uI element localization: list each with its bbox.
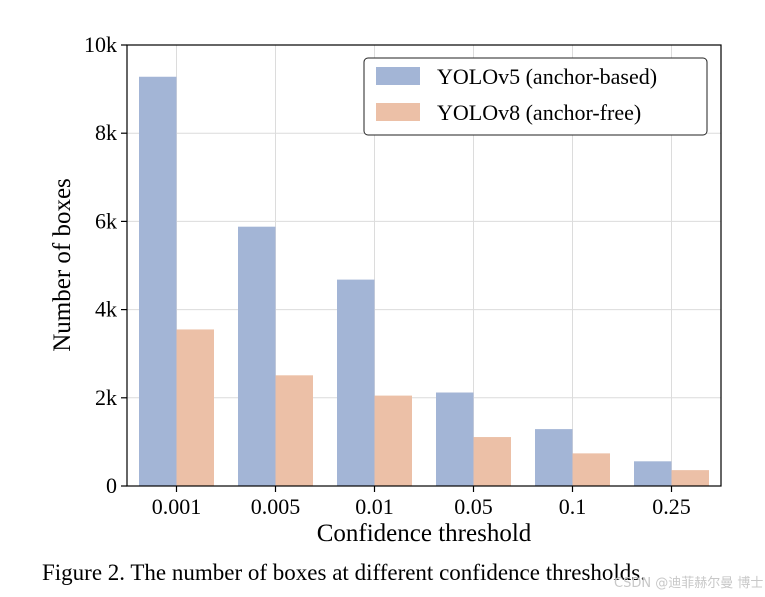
bars	[139, 76, 709, 486]
bar-yolov8-0_005	[275, 375, 313, 486]
y-tick-label: 6k	[95, 208, 117, 233]
legend-label-yolov8: YOLOv8 (anchor-free)	[437, 100, 641, 125]
bar-yolov8-0_1	[572, 453, 610, 486]
x-axis-title: Confidence threshold	[317, 520, 532, 547]
legend-swatch-yolov5	[376, 67, 420, 85]
plot-frame	[126, 44, 722, 487]
bar-yolov5-0_005	[238, 226, 276, 486]
bar-yolov5-0_001	[139, 76, 177, 486]
bar-yolov8-0_05	[473, 437, 511, 486]
y-tick-label: 8k	[95, 120, 117, 145]
y-axis-ticks: 0 2k 4k 6k 8k 10k	[84, 32, 127, 498]
legend: YOLOv5 (anchor-based) YOLOv8 (anchor-fre…	[363, 57, 708, 136]
bar-chart: 0 2k 4k 6k 8k 10k 0.001 0.005 0.01 0.05 0.1 0.25 N…	[49, 32, 722, 547]
bar-yolov5-0_05	[436, 392, 474, 486]
figure-caption: Figure 2. The number of boxes at differe…	[42, 560, 647, 585]
y-axis-title: Number of boxes	[49, 178, 76, 352]
y-tick-label: 0	[106, 473, 117, 498]
x-axis-ticks: 0.001 0.005 0.01 0.05 0.1 0.25	[152, 486, 691, 519]
y-tick-label: 10k	[84, 32, 117, 57]
bar-yolov5-0_01	[337, 279, 375, 486]
bar-yolov8-0_001	[176, 329, 214, 486]
x-tick-label: 0.1	[559, 494, 587, 519]
bar-yolov5-0_1	[535, 429, 573, 486]
y-tick-label: 2k	[95, 385, 117, 410]
legend-label-yolov5: YOLOv5 (anchor-based)	[437, 64, 657, 89]
bar-yolov8-0_01	[374, 395, 412, 486]
x-tick-label: 0.25	[652, 494, 691, 519]
x-tick-label: 0.05	[454, 494, 493, 519]
x-tick-label: 0.01	[355, 494, 394, 519]
bar-yolov5-0_25	[634, 461, 672, 486]
watermark: CSDN @迪菲赫尔曼 博士	[614, 576, 764, 591]
bar-yolov8-0_25	[671, 470, 709, 486]
x-tick-label: 0.005	[251, 494, 301, 519]
x-tick-label: 0.001	[152, 494, 202, 519]
legend-frame	[363, 57, 708, 136]
y-tick-label: 4k	[95, 297, 117, 322]
legend-swatch-yolov8	[376, 103, 420, 121]
